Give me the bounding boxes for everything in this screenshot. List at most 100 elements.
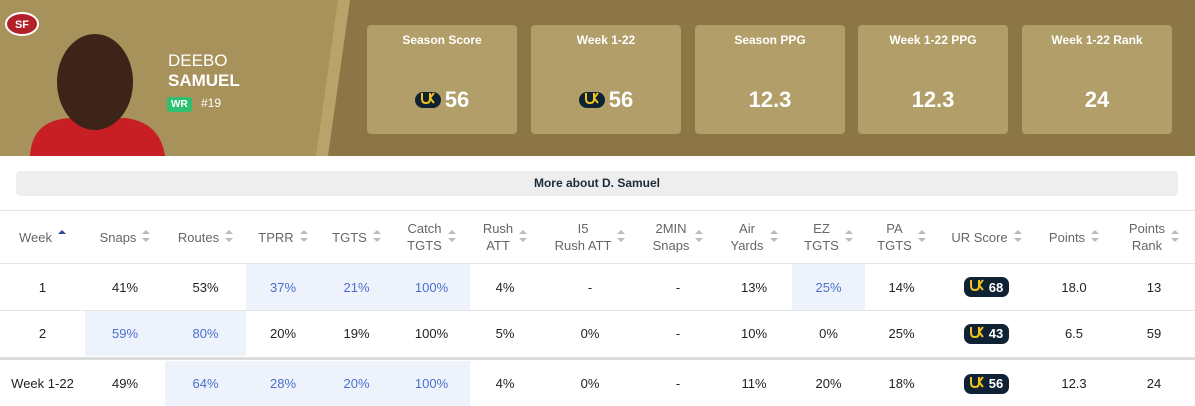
cell-text: 2 [38, 326, 47, 341]
header-line: TGTS [804, 238, 839, 253]
column-header[interactable]: Rush ATT [470, 211, 540, 263]
header-line: Week [19, 229, 52, 245]
ur-logo-icon [969, 279, 984, 292]
column-header[interactable]: TPRR [246, 211, 320, 263]
card-title: Week 1-22 Rank [1051, 33, 1143, 47]
column-header[interactable]: Routes [165, 211, 246, 263]
cell-text: - [675, 326, 681, 341]
cell-text: - [675, 376, 681, 391]
column-header[interactable]: Points Rank [1113, 211, 1195, 263]
sort-icon [1171, 229, 1180, 246]
sort-icon [844, 229, 853, 246]
header-line: TGTS [407, 238, 442, 253]
cell-text: 5% [495, 326, 515, 341]
sort-arrows [769, 229, 778, 242]
table-cell: 64% [165, 361, 246, 406]
table-cell: 10% [716, 311, 792, 356]
table-cell: 20% [792, 361, 865, 406]
header-label: Catch TGTS [407, 220, 442, 254]
cell-text: 59 [1146, 326, 1162, 341]
cell-text: 19% [343, 326, 370, 341]
card-value-wrap: 56 [531, 87, 681, 113]
column-header[interactable]: Air Yards [716, 211, 792, 263]
column-header[interactable]: Catch TGTS [393, 211, 470, 263]
sort-icon [142, 229, 151, 246]
column-header[interactable]: TGTS [320, 211, 393, 263]
column-header[interactable]: 2MIN Snaps [640, 211, 716, 263]
column-header[interactable]: I5 Rush ATT [540, 211, 640, 263]
table-cell: - [640, 264, 716, 310]
cell-text: 13 [1146, 279, 1162, 295]
table-cell: 100% [393, 361, 470, 406]
cell-text: 6.5 [1064, 326, 1084, 341]
table-cell: 43 [938, 311, 1035, 356]
sort-icon [58, 229, 66, 246]
player-name: DEEBO SAMUEL [168, 51, 240, 91]
sort-arrows [372, 229, 381, 242]
sort-icon [1091, 229, 1100, 246]
table-cell: - [640, 361, 716, 406]
sort-icon [617, 229, 626, 246]
cell-text: 25% [815, 279, 842, 295]
column-header[interactable]: PA TGTS [865, 211, 938, 263]
cell-text: - [675, 279, 681, 295]
jersey-number: #19 [201, 96, 222, 110]
table-cell: 1 [0, 264, 85, 310]
table-cell: 53% [165, 264, 246, 310]
table-cell: 0% [540, 311, 640, 356]
ur-score: 43 [988, 326, 1004, 341]
header-label: Points [1049, 229, 1085, 246]
table-cell: 0% [540, 361, 640, 406]
table-cell: 37% [246, 264, 320, 310]
sort-arrows [142, 229, 151, 242]
table-cell: 49% [85, 361, 165, 406]
sort-icon [1013, 229, 1022, 246]
sort-icon [917, 229, 926, 246]
cell-text: 1 [38, 279, 47, 295]
more-button[interactable]: More about D. Samuel [16, 171, 1178, 196]
sort-icon [519, 229, 528, 246]
table-cell: 80% [165, 311, 246, 356]
cell-text: 4% [495, 279, 515, 295]
ur-score-badge: 68 [963, 277, 1010, 297]
table-cell: 21% [320, 264, 393, 310]
header-line: 2MIN [655, 221, 687, 236]
cell-text: 18% [888, 376, 915, 391]
table-cell: - [540, 264, 640, 310]
ur-score: 56 [988, 376, 1004, 391]
column-header[interactable]: Snaps [85, 211, 165, 263]
header-label: 2MIN Snaps [653, 220, 690, 254]
sort-arrows [58, 229, 66, 234]
table-cell: 28% [246, 361, 320, 406]
cell-text: 100% [414, 279, 449, 295]
sort-icon [299, 229, 308, 246]
table-cell: 14% [865, 264, 938, 310]
table-cell: 18.0 [1035, 264, 1113, 310]
cell-text: 59% [111, 326, 139, 341]
header-line: Snaps [99, 229, 137, 245]
row-border [0, 263, 1195, 264]
sort-arrows [299, 229, 308, 242]
cell-text: 13% [740, 279, 768, 295]
column-header[interactable]: UR Score [938, 211, 1035, 263]
column-header[interactable]: EZ TGTS [792, 211, 865, 263]
header-label: PA TGTS [877, 220, 912, 254]
cell-text: Week 1-22 [11, 376, 74, 391]
header-line: UR Score [951, 229, 1008, 245]
table-cell: 13 [1113, 264, 1195, 310]
player-jersey [30, 118, 165, 156]
table-cell: 41% [85, 264, 165, 310]
table-cell: 100% [393, 311, 470, 356]
column-header[interactable]: Week [0, 211, 85, 263]
header-line: Catch [407, 221, 442, 236]
ur-logo [968, 279, 986, 295]
cell-text: 100% [414, 376, 449, 391]
cell-text: 37% [269, 279, 297, 295]
ur-logo-icon [969, 325, 984, 338]
column-header[interactable]: Points [1035, 211, 1113, 263]
cell-text: 10% [740, 326, 768, 341]
sort-arrows [695, 229, 704, 242]
stat-card: Week 1-22 PPG 12.3 [858, 25, 1008, 134]
table-cell: 24 [1113, 361, 1195, 406]
ur-score-badge: 43 [963, 323, 1010, 344]
